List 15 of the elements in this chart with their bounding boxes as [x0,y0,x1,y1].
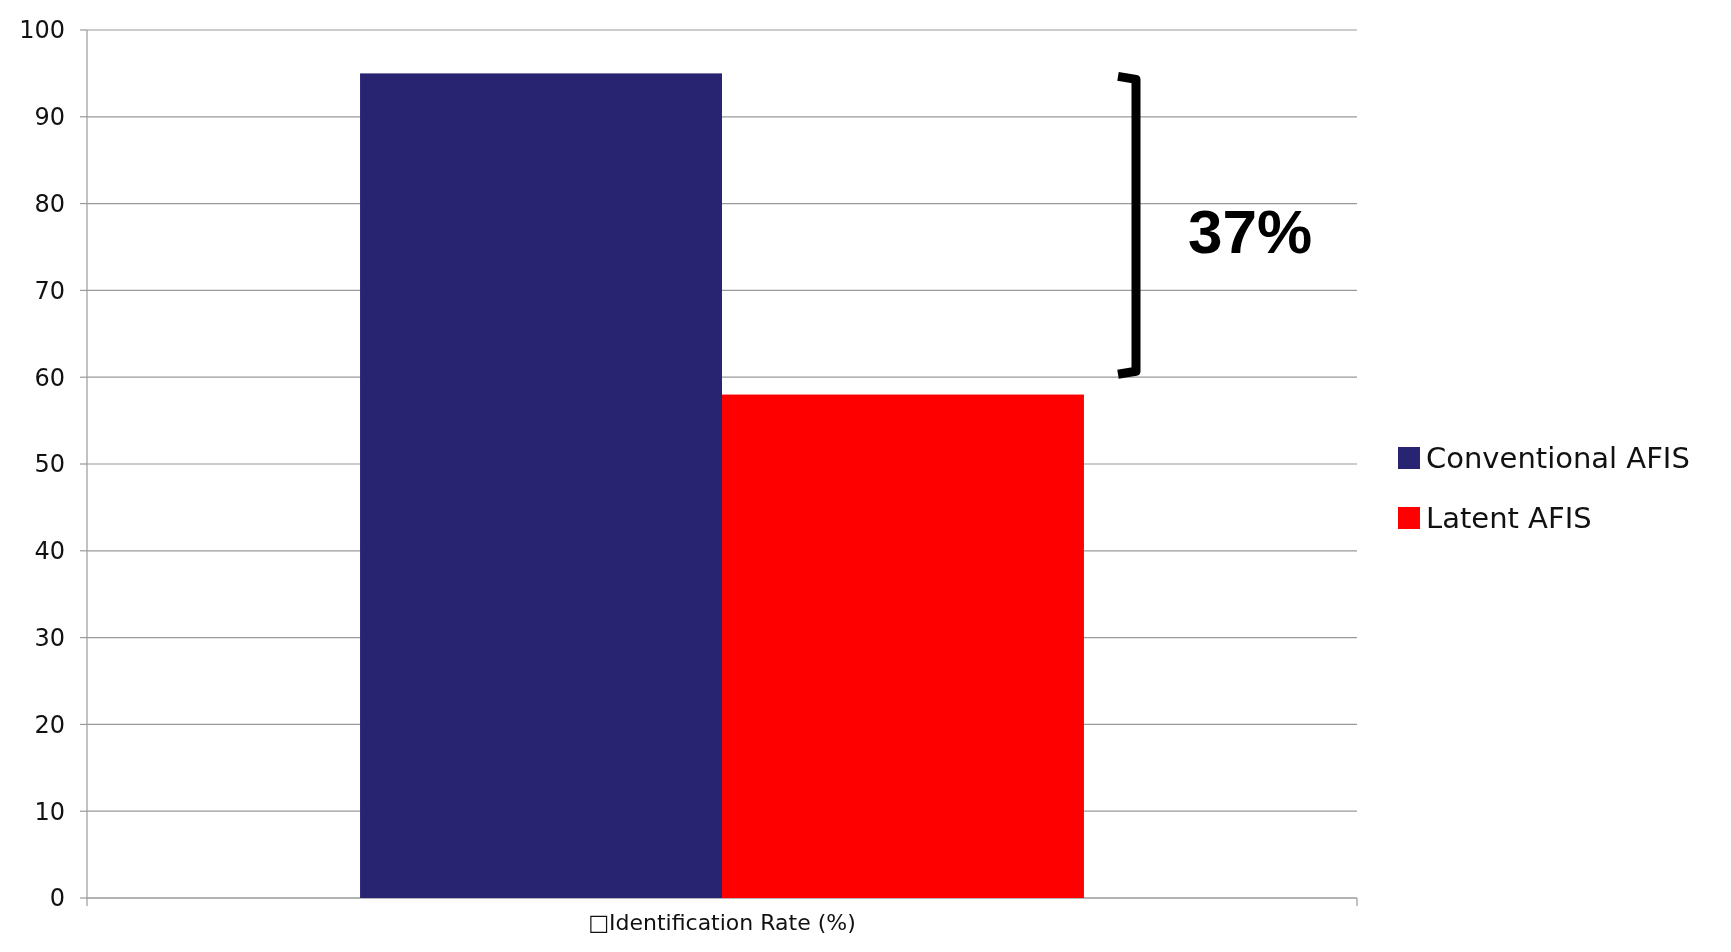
y-tick-label: 70 [34,276,65,305]
y-tick-label: 60 [34,363,65,392]
y-tick-label: 10 [34,797,65,826]
legend-label: Latent AFIS [1426,501,1592,536]
y-tick-label: 40 [34,537,65,566]
y-tick-label: 50 [34,450,65,479]
legend-label: Conventional AFIS [1426,441,1690,476]
y-tick-label: 30 [34,624,65,652]
x-tick-label: □Identification Rate (%) [588,910,856,935]
y-tick-label: 100 [19,16,65,45]
annotation: 37% [1188,197,1313,266]
y-tick-label: 80 [34,190,65,218]
y-tick-label: 0 [49,884,65,913]
y-tick-label: 90 [34,103,65,132]
y-tick-label: 20 [34,710,65,739]
